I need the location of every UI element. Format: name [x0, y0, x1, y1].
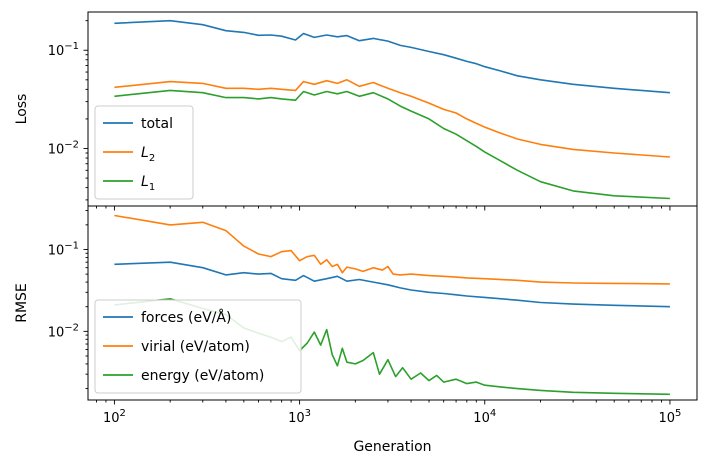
legend-entry-1: L2: [141, 145, 155, 164]
y-axis-label: RMSE: [14, 283, 30, 323]
legend-entry-0: forces (eV/Å): [141, 309, 231, 326]
x-tick-label: 103: [288, 408, 311, 426]
y-tick-label: 10−2: [48, 140, 79, 158]
legend-box: [94, 105, 194, 200]
legend-box: [94, 299, 302, 394]
y-tick-label: 10−1: [48, 41, 79, 59]
y-tick-label: 10−1: [48, 241, 79, 259]
series-line-0: [114, 261, 670, 308]
legend: forces (eV/Å) virial (eV/atom) energy (eV/…: [94, 299, 302, 394]
legend-entry-2: energy (eV/atom): [141, 368, 264, 384]
series-line-0: [114, 19, 670, 94]
legend: total L2 L1: [94, 105, 194, 200]
x-tick-label: 105: [658, 408, 681, 426]
legend-entry-0: total: [141, 116, 173, 132]
series-line-1: [114, 79, 670, 158]
rmse-panel: 10−2 10−1 102 103 104 105 RMSE Generation forces…: [14, 205, 698, 455]
x-tick-label: 102: [103, 408, 126, 426]
y-axis-label: Loss: [14, 94, 30, 125]
x-axis-label: Generation: [353, 439, 431, 455]
y-tick-label: 10−2: [48, 322, 79, 340]
axes-frame: [87, 205, 698, 401]
legend-entry-2: L1: [141, 174, 155, 193]
legend-entry-1: virial (eV/atom): [141, 339, 250, 355]
loss-panel: 10−2 10−1 Loss total L2 L1: [14, 11, 698, 211]
x-tick-label: 104: [473, 408, 496, 426]
series-line-1: [114, 214, 670, 285]
series-line-2: [114, 89, 670, 200]
